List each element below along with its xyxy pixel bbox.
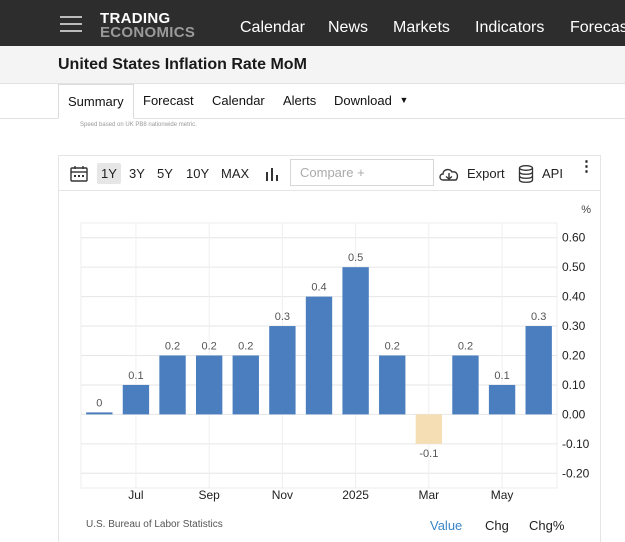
x-tick-label: May: [491, 488, 514, 502]
y-tick-label: 0.10: [562, 378, 586, 392]
title-bar: United States Inflation Rate MoM: [0, 46, 625, 84]
tab-download[interactable]: Download ▼: [325, 84, 408, 119]
y-tick-label: 0.50: [562, 260, 586, 274]
chart-toolbar: 1Y 3Y 5Y 10Y MAX Compare + Export API ⋮: [59, 156, 600, 191]
tab-summary[interactable]: Summary: [58, 84, 134, 119]
bar: [305, 296, 333, 415]
y-tick-label: -0.10: [562, 437, 590, 451]
database-icon[interactable]: [518, 165, 534, 183]
data-label: 0.4: [311, 282, 326, 294]
y-tick-label: 0.20: [562, 349, 586, 363]
x-tick-label: Nov: [272, 488, 293, 502]
bar: [122, 384, 150, 415]
y-tick-label: 0.30: [562, 319, 586, 333]
range-10y-button[interactable]: 10Y: [186, 166, 210, 181]
tab-forecast[interactable]: Forecast: [143, 93, 194, 108]
x-tick-label: Sep: [198, 488, 220, 502]
tab-alerts[interactable]: Alerts: [283, 93, 317, 108]
bar: [379, 355, 406, 415]
y-tick-label: -0.20: [562, 466, 590, 480]
bar: [195, 355, 223, 415]
source-label: U.S. Bureau of Labor Statistics: [86, 519, 223, 530]
speed-note: Speed based on UK PB8 nationwide metric.: [80, 122, 197, 128]
y-tick-label: 0.40: [562, 290, 586, 304]
bar: [269, 326, 296, 415]
nav-link-calendar[interactable]: Calendar: [240, 19, 305, 36]
data-label: 0.2: [458, 341, 473, 353]
bar: [525, 326, 552, 415]
data-label: 0.1: [494, 370, 509, 382]
nav-link-indicators[interactable]: Indicators: [475, 19, 545, 36]
bar: [342, 267, 369, 415]
bar: [452, 355, 479, 415]
data-label: -0.1: [419, 448, 438, 460]
data-label: 0.2: [202, 341, 217, 353]
bar: [159, 355, 186, 415]
data-label: 0.2: [165, 341, 180, 353]
bar: [86, 412, 113, 415]
nav-link-forecast[interactable]: Forecas: [570, 19, 625, 36]
range-max-button[interactable]: MAX: [221, 166, 250, 181]
data-label: 0: [96, 397, 102, 409]
calendar-icon[interactable]: [70, 166, 88, 182]
logo-line-2: ECONOMICS: [100, 24, 196, 41]
trading-economics-logo[interactable]: TRADING ECONOMICS: [100, 10, 196, 41]
hamburger-menu-icon[interactable]: [60, 16, 82, 32]
bar: [232, 355, 259, 415]
bar: [415, 414, 443, 444]
top-navigation-bar: TRADING ECONOMICS Calendar News Markets …: [0, 0, 625, 46]
caret-down-icon: ▼: [399, 95, 409, 105]
compare-input[interactable]: Compare +: [290, 159, 434, 186]
api-button[interactable]: API: [542, 166, 563, 181]
tab-download-label: Download: [334, 93, 392, 108]
bar: [488, 384, 516, 415]
bar-chart-type-icon[interactable]: [265, 166, 279, 182]
data-label: 0.1: [128, 370, 143, 382]
inflation-bar-chart: %0.600.500.400.300.200.100.00-0.10-0.200…: [80, 204, 591, 502]
chart-panel: 1Y 3Y 5Y 10Y MAX Compare + Export API ⋮ …: [58, 155, 601, 542]
cloud-download-icon[interactable]: [438, 166, 460, 182]
chg-button[interactable]: Chg: [485, 518, 509, 533]
chg-percent-button[interactable]: Chg%: [529, 518, 565, 533]
x-tick-label: Mar: [419, 488, 440, 502]
y-tick-label: 0.00: [562, 407, 586, 421]
nav-link-markets[interactable]: Markets: [393, 19, 450, 36]
nav-link-news[interactable]: News: [328, 19, 369, 36]
data-label: 0.2: [238, 341, 253, 353]
y-axis-unit-label: %: [581, 204, 591, 216]
tab-bar: Summary Forecast Calendar Alerts Downloa…: [0, 84, 625, 119]
data-label: 0.3: [275, 311, 290, 323]
x-tick-label: Jul: [128, 488, 143, 502]
tab-calendar[interactable]: Calendar: [212, 93, 265, 108]
y-tick-label: 0.60: [562, 231, 586, 245]
data-label: 0.5: [348, 252, 363, 264]
export-button[interactable]: Export: [467, 166, 505, 181]
data-label: 0.2: [385, 341, 400, 353]
range-5y-button[interactable]: 5Y: [157, 166, 173, 181]
x-tick-label: 2025: [342, 488, 369, 502]
value-button[interactable]: Value: [430, 518, 463, 533]
page-title: United States Inflation Rate MoM: [58, 56, 307, 73]
logo-line-1: TRADING: [100, 10, 171, 27]
data-label: 0.3: [531, 311, 546, 323]
range-3y-button[interactable]: 3Y: [129, 166, 145, 181]
range-1y-button[interactable]: 1Y: [97, 163, 121, 184]
